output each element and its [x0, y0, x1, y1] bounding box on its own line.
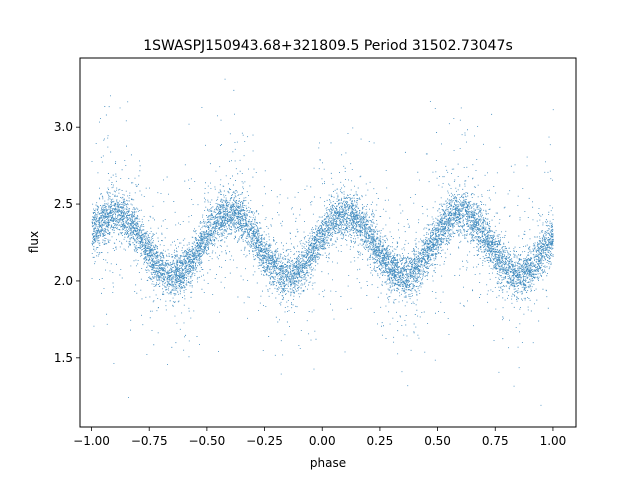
x-tick-label: −0.50: [188, 434, 225, 448]
x-tick-label: 0.50: [424, 434, 451, 448]
x-tick-label: 1.00: [540, 434, 567, 448]
x-tick-label: −0.75: [131, 434, 168, 448]
x-tick-label: 0.75: [482, 434, 509, 448]
y-tick-label: 2.5: [54, 197, 73, 211]
x-axis-label: phase: [310, 456, 346, 470]
y-axis-ticks: 1.5 2.0 2.5 3.0: [54, 120, 80, 365]
y-tick-label: 3.0: [54, 120, 73, 134]
x-tick-label: −1.00: [73, 434, 110, 448]
y-axis-label: flux: [27, 231, 41, 253]
y-tick-label: 1.5: [54, 351, 73, 365]
x-tick-label: −0.25: [246, 434, 283, 448]
x-tick-label: 0.00: [309, 434, 336, 448]
plot-frame: [79, 57, 577, 428]
x-axis-ticks: −1.00 −0.75 −0.50 −0.25 0.00 0.25 0.50 0.75 1.00: [73, 427, 566, 448]
y-tick-label: 2.0: [54, 274, 73, 288]
x-tick-label: 0.25: [367, 434, 394, 448]
chart-title: 1SWASPJ150943.68+321809.5 Period 31502.7…: [143, 38, 513, 54]
